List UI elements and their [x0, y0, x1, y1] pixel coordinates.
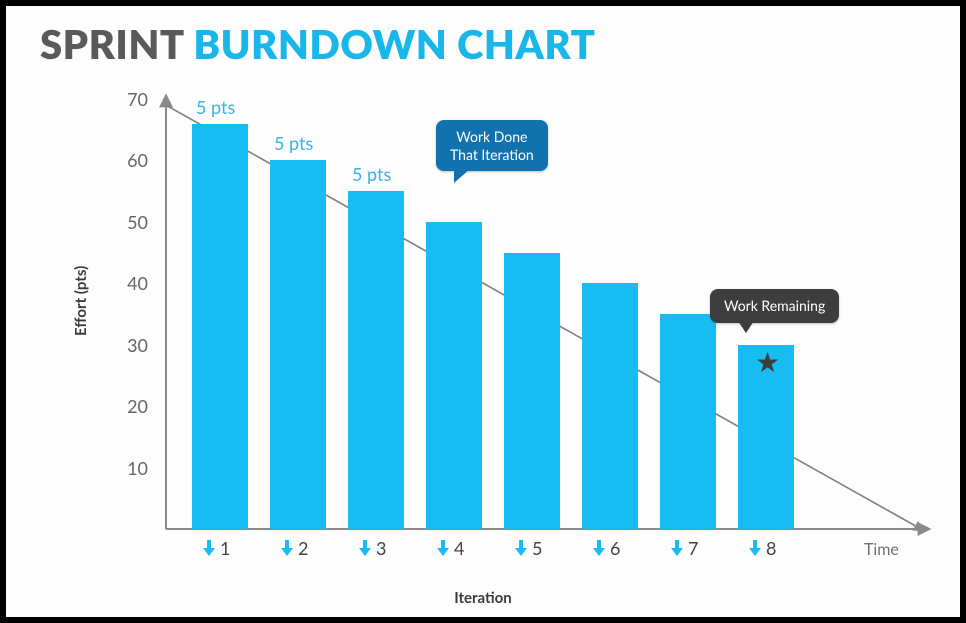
- callout-tail-icon: [454, 169, 470, 183]
- star-icon: ★: [755, 344, 780, 379]
- x-tick: 5: [514, 537, 542, 559]
- x-tick-label: 4: [454, 537, 464, 559]
- x-tick-label: 1: [220, 537, 230, 559]
- title-part-blue: BURNDOWN CHART: [193, 20, 595, 68]
- bar: [426, 222, 482, 529]
- down-arrow-icon: [436, 540, 450, 556]
- callout-line2: That Iteration: [450, 146, 534, 164]
- y-tick: 40: [127, 272, 148, 294]
- x-tick: 8: [748, 537, 776, 559]
- x-tick: 3: [358, 537, 386, 559]
- x-tick-label: 3: [376, 537, 386, 559]
- bar: [582, 283, 638, 529]
- x-tick-label: 8: [766, 537, 776, 559]
- bar: [192, 124, 248, 529]
- y-tick: 60: [127, 149, 148, 171]
- callout-tail-icon: [738, 321, 754, 333]
- bar: [660, 314, 716, 529]
- y-tick: 70: [127, 88, 148, 110]
- chart-frame: SPRINT BURNDOWN CHART Effort (pts) Itera…: [0, 0, 966, 623]
- x-tick-label: 7: [688, 537, 698, 559]
- y-axis-label: Effort (pts): [72, 266, 90, 336]
- x-tick-label: 2: [298, 537, 308, 559]
- bar: [348, 191, 404, 529]
- chart-title: SPRINT BURNDOWN CHART: [40, 20, 595, 68]
- down-arrow-icon: [748, 540, 762, 556]
- callout-work-done: Work DoneThat Iteration: [436, 120, 548, 171]
- x-tick: 7: [670, 537, 698, 559]
- x-tick-label: 5: [532, 537, 542, 559]
- x-tick: 2: [280, 537, 308, 559]
- down-arrow-icon: [202, 540, 216, 556]
- callout-text: Work Remaining: [724, 297, 825, 314]
- down-arrow-icon: [592, 540, 606, 556]
- y-tick: 20: [127, 395, 148, 417]
- callout-line1: Work Done: [450, 128, 534, 146]
- x-tick: 4: [436, 537, 464, 559]
- x-axis-label: Iteration: [6, 589, 960, 607]
- down-arrow-icon: [280, 540, 294, 556]
- down-arrow-icon: [358, 540, 372, 556]
- plot-area: 102030405060705 pts15 pts25 pts345678Wor…: [166, 99, 926, 529]
- bar-top-label: 5 pts: [352, 163, 391, 185]
- down-arrow-icon: [514, 540, 528, 556]
- y-tick: 30: [127, 334, 148, 356]
- time-label: Time: [864, 540, 899, 559]
- title-part-gray: SPRINT: [40, 20, 193, 68]
- bar-top-label: 5 pts: [196, 96, 235, 118]
- x-tick-label: 6: [610, 537, 620, 559]
- x-tick: 1: [202, 537, 230, 559]
- y-tick: 50: [127, 211, 148, 233]
- callout-work-remaining: Work Remaining: [710, 289, 839, 323]
- bar: [504, 253, 560, 529]
- y-tick: 10: [127, 457, 148, 479]
- x-tick: 6: [592, 537, 620, 559]
- bar: [270, 160, 326, 529]
- down-arrow-icon: [670, 540, 684, 556]
- bar-top-label: 5 pts: [274, 132, 313, 154]
